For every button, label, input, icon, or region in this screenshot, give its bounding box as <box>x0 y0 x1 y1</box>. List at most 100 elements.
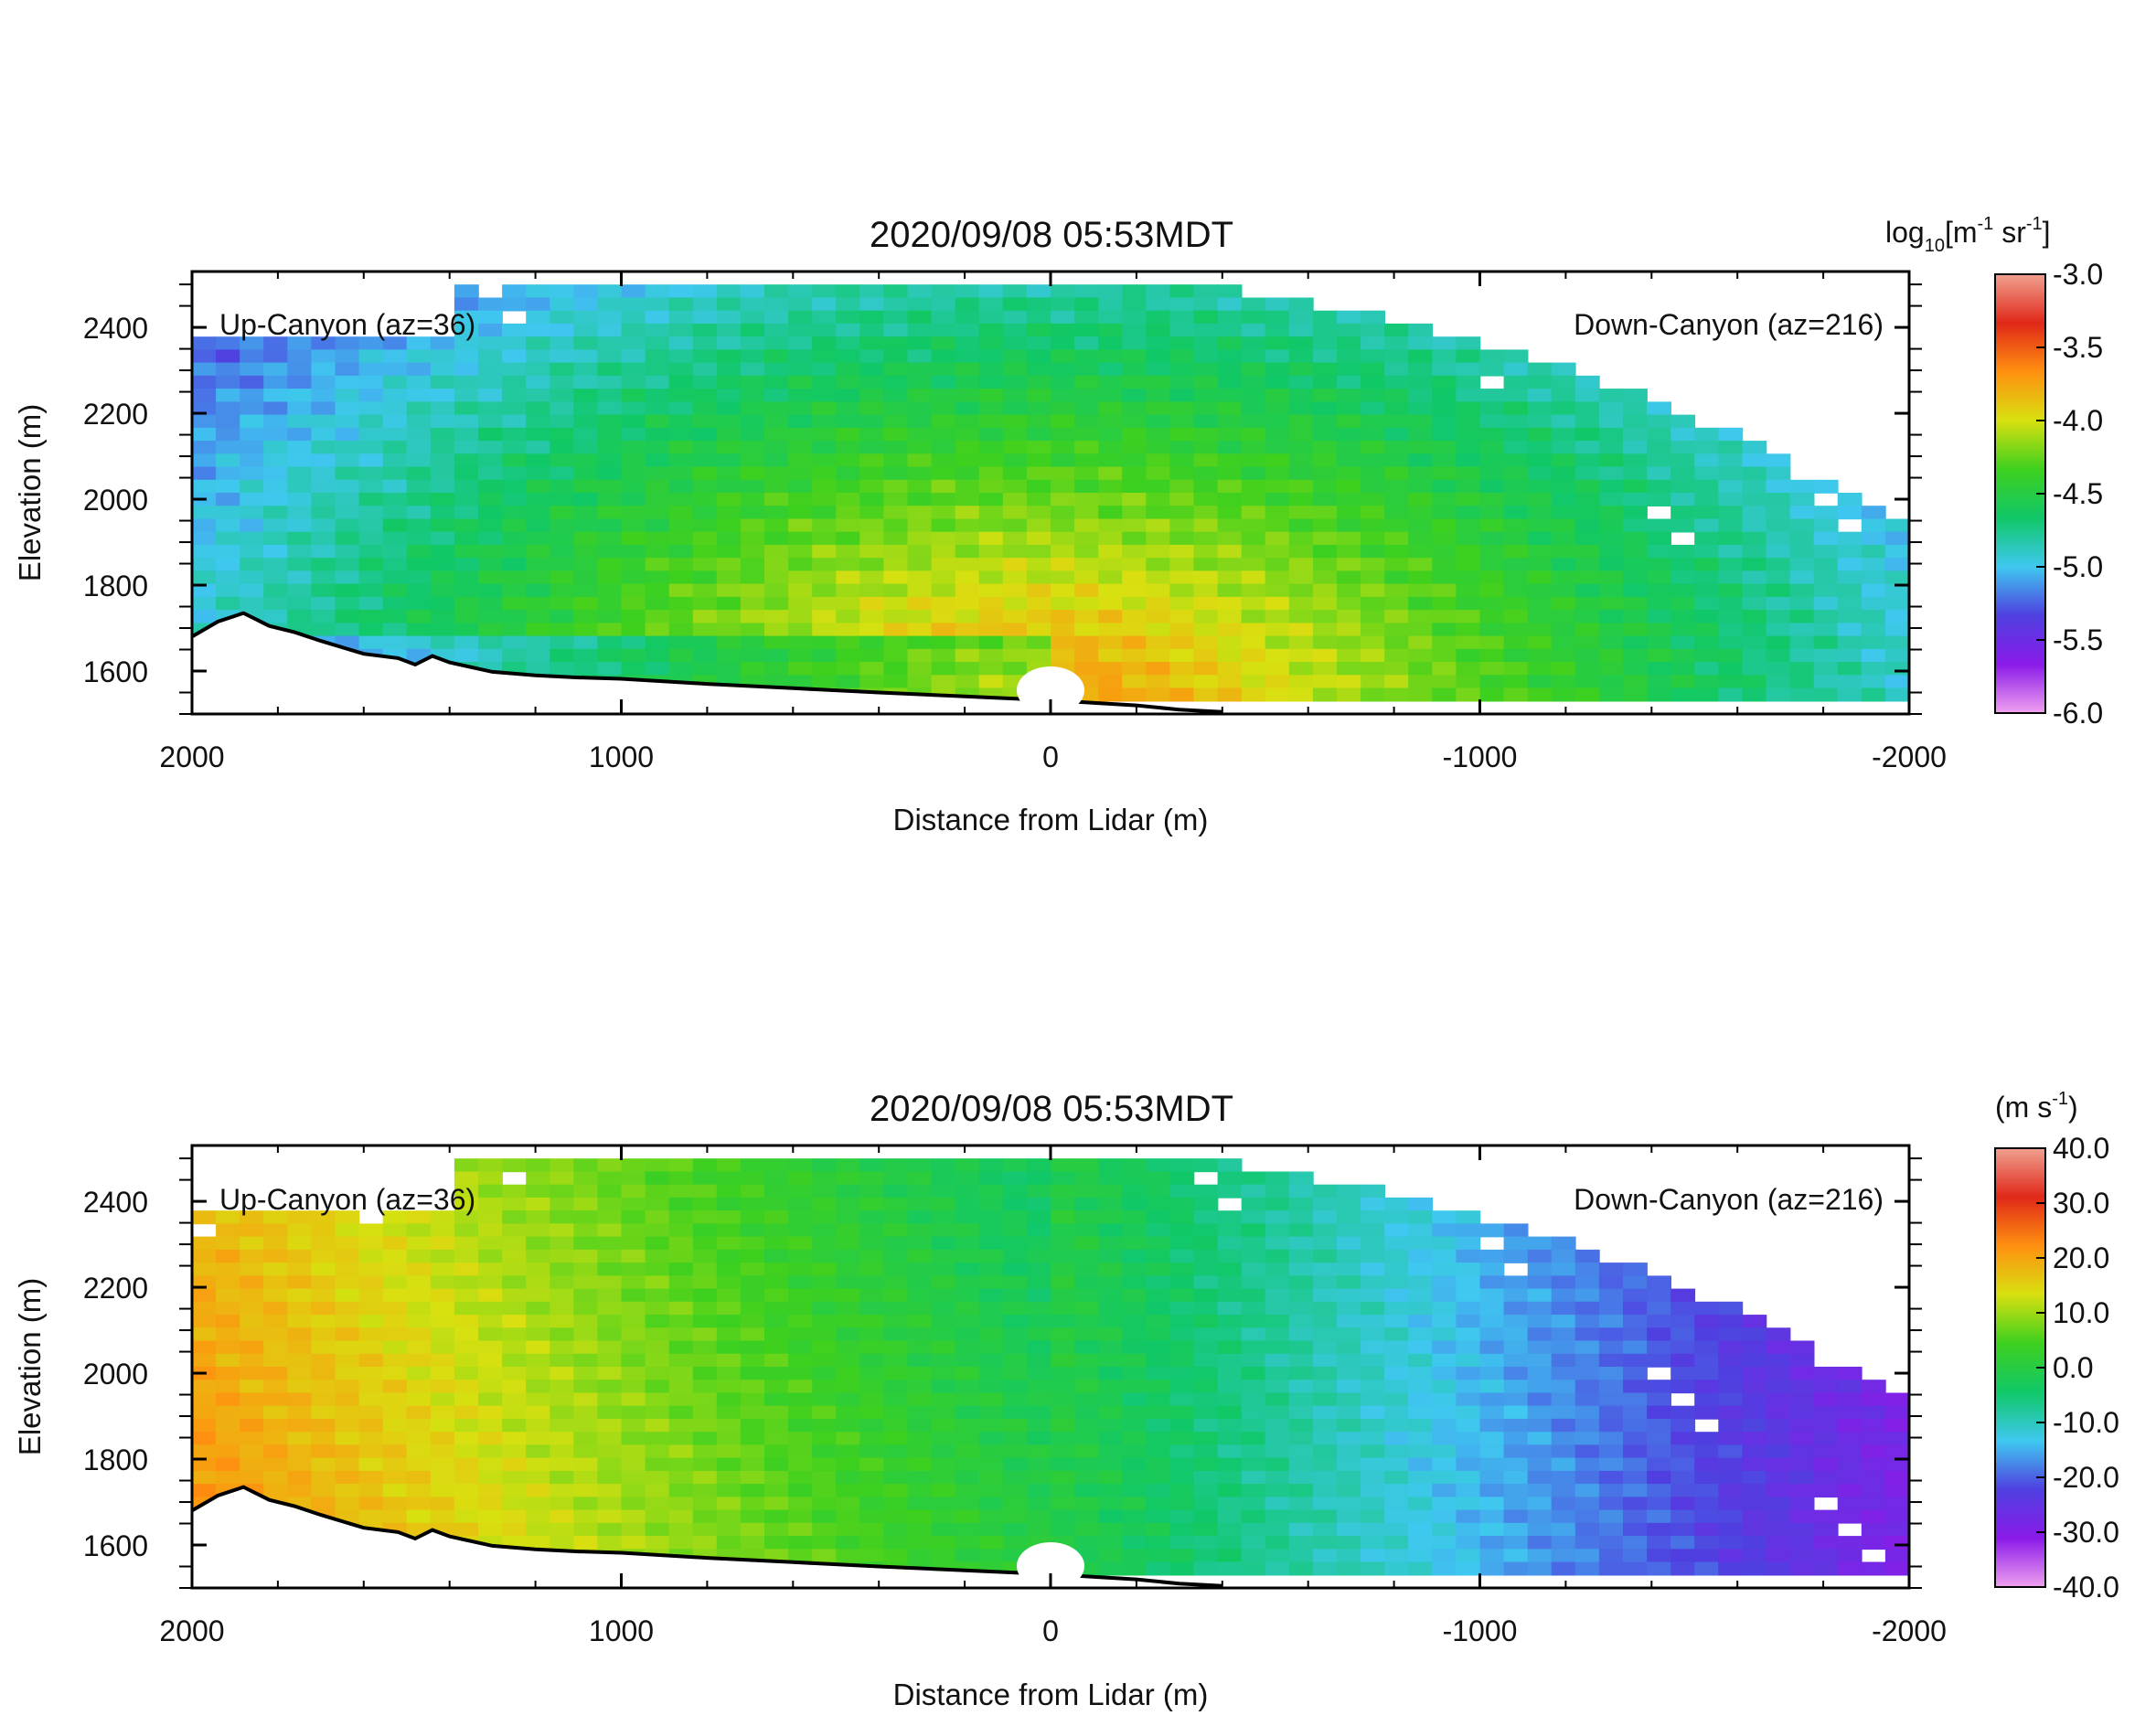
field-cell <box>1337 506 1361 520</box>
field-cell <box>645 1380 670 1394</box>
field-cell <box>859 1301 885 1316</box>
field-cell <box>1813 1549 1839 1563</box>
field-cell <box>573 453 599 468</box>
field-cell <box>1503 662 1529 677</box>
field-cell <box>1479 479 1505 494</box>
field-cell <box>597 610 623 624</box>
field-cell <box>1361 518 1385 533</box>
field-cell <box>1193 493 1219 506</box>
field-cell <box>406 1418 432 1433</box>
field-cell <box>478 648 503 663</box>
field-cell <box>1623 623 1648 637</box>
field-cell <box>1694 1380 1720 1394</box>
field-cell <box>1694 1509 1720 1524</box>
field-cell <box>1337 1536 1361 1550</box>
field-cell <box>550 1380 575 1394</box>
field-cell <box>1694 1432 1720 1446</box>
field-cell <box>502 623 527 637</box>
field-cell <box>1265 506 1290 520</box>
field-cell <box>1169 1210 1195 1225</box>
field-cell <box>1837 531 1862 546</box>
field-cell <box>1742 1353 1767 1368</box>
field-cell <box>692 1315 718 1329</box>
field-cell <box>621 1367 646 1380</box>
field-cell <box>1551 506 1576 520</box>
field-cell <box>1527 1522 1553 1537</box>
field-cell <box>907 427 933 442</box>
field-cell <box>454 623 479 637</box>
field-cell <box>1217 1353 1243 1368</box>
field-cell <box>1670 493 1696 506</box>
field-cell <box>550 362 575 377</box>
field-cell <box>1337 1315 1361 1329</box>
field-cell <box>1718 531 1744 546</box>
field-cell <box>1789 1536 1815 1550</box>
field-cell <box>1288 1392 1314 1407</box>
field-cell <box>788 1432 813 1446</box>
field-cell <box>335 1249 360 1263</box>
field-cell <box>668 362 694 377</box>
field-cell <box>883 1301 909 1316</box>
field-cell <box>502 596 527 611</box>
field-cell <box>1217 531 1243 546</box>
field-cell <box>1288 596 1314 611</box>
field-cell <box>1241 1497 1266 1511</box>
field-cell <box>740 1457 765 1472</box>
field-cell <box>240 583 265 598</box>
field-cell <box>907 1380 933 1394</box>
field-cell <box>1598 1275 1624 1290</box>
field-cell <box>1288 1509 1314 1524</box>
field-cell <box>335 1301 360 1316</box>
field-cell <box>1694 427 1720 442</box>
field-cell <box>1361 1457 1385 1472</box>
field-cell <box>978 1522 1004 1537</box>
field-cell <box>1169 1288 1195 1303</box>
field-cell <box>1670 662 1696 677</box>
field-cell <box>1312 1327 1338 1342</box>
field-cell <box>478 1158 503 1173</box>
field-cell <box>716 1418 742 1433</box>
field-cell <box>1098 675 1124 689</box>
field-cell <box>502 1444 527 1459</box>
field-cell <box>788 648 813 663</box>
field-cell <box>478 401 503 416</box>
field-cell <box>1337 427 1361 442</box>
field-cell <box>382 1288 408 1303</box>
field-cell <box>1861 583 1886 598</box>
field-cell <box>550 583 575 598</box>
field-cell <box>1384 1392 1410 1407</box>
field-cell <box>1574 1470 1600 1485</box>
field-cell <box>1146 1275 1171 1290</box>
field-cell <box>526 544 551 559</box>
field-cell <box>1026 635 1051 650</box>
field-cell <box>1098 466 1124 481</box>
field-cell <box>1503 375 1529 389</box>
field-cell <box>1241 583 1266 598</box>
field-cell <box>1670 558 1696 572</box>
field-cell <box>1479 518 1505 533</box>
field-cell <box>859 596 885 611</box>
field-cell <box>1193 635 1219 650</box>
field-cell <box>1623 675 1648 689</box>
field-cell <box>1574 1380 1600 1394</box>
field-cell <box>931 1236 956 1251</box>
field-cell <box>1098 1223 1124 1238</box>
field-cell <box>1312 623 1338 637</box>
field-cell <box>1098 635 1124 650</box>
field-cell <box>1002 1171 1028 1186</box>
field-cell <box>788 1236 813 1251</box>
field-cell <box>645 1509 670 1524</box>
field-cell <box>883 1549 909 1563</box>
field-cell <box>1074 1236 1099 1251</box>
field-cell <box>1503 414 1529 429</box>
field-cell <box>1503 441 1529 455</box>
field-cell <box>859 610 885 624</box>
field-cell <box>1503 531 1529 546</box>
field-cell <box>1122 375 1147 389</box>
field-cell <box>287 1288 313 1303</box>
field-cell <box>859 297 885 312</box>
colorbar-ticks: 40.030.020.010.00.0-10.0-20.0-30.0-40.0 <box>2036 1132 2119 1603</box>
field-cell <box>430 1497 455 1511</box>
field-cell <box>931 648 956 663</box>
field-cell <box>550 1171 575 1186</box>
